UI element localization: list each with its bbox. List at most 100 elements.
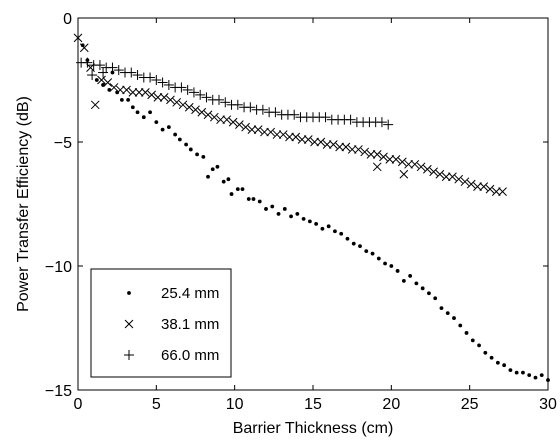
data-point (483, 350, 488, 355)
data-point (399, 169, 409, 179)
data-point (132, 70, 143, 81)
data-point (383, 261, 387, 266)
data-point (452, 316, 456, 320)
data-point (160, 127, 165, 132)
data-point (80, 43, 85, 48)
data-point (397, 157, 407, 167)
legend-label: 25.4 mm (161, 285, 219, 302)
data-point (221, 179, 226, 184)
data-point (358, 244, 362, 249)
x-tick-label: 30 (539, 396, 557, 413)
data-point (370, 251, 375, 256)
data-point (141, 88, 150, 97)
legend-entry: 38.1 mm (124, 316, 219, 333)
data-point (491, 187, 501, 196)
data-point (201, 154, 206, 159)
data-point (291, 132, 301, 142)
data-point (379, 152, 388, 162)
data-point (272, 130, 282, 139)
data-point (228, 117, 238, 127)
data-point (206, 174, 210, 179)
data-point (214, 94, 224, 105)
data-point (345, 114, 356, 125)
data-point (270, 204, 275, 209)
x-tick-label: 15 (304, 396, 322, 413)
x-tick-label: 0 (74, 396, 83, 413)
data-point (502, 363, 507, 368)
data-point (241, 122, 250, 132)
data-point (391, 155, 401, 164)
data-point (251, 197, 256, 201)
data-point (113, 65, 124, 76)
data-point (364, 249, 369, 254)
data-point (489, 355, 494, 360)
data-point (533, 375, 538, 380)
data-point (351, 241, 356, 246)
data-point (366, 150, 376, 159)
data-point (404, 159, 413, 169)
data-point (289, 109, 300, 120)
legend-marker (127, 291, 131, 295)
data-point (197, 107, 207, 117)
data-point (423, 164, 432, 174)
data-point (521, 370, 525, 375)
data-point (295, 212, 300, 216)
data-point (464, 331, 469, 335)
data-point (260, 127, 269, 137)
data-point (329, 140, 338, 149)
data-point (195, 89, 206, 100)
data-point (470, 338, 475, 343)
data-point (458, 323, 463, 328)
data-point (229, 192, 234, 196)
data-point (345, 236, 350, 241)
data-point (172, 97, 182, 107)
data-point (278, 130, 288, 139)
data-point (408, 274, 413, 278)
y-tick-label: −10 (45, 259, 72, 276)
data-point (276, 212, 281, 216)
data-point (410, 159, 420, 169)
data-point (240, 187, 245, 192)
data-point (454, 174, 464, 184)
data-point (148, 110, 152, 115)
y-tick-label: −5 (54, 135, 72, 152)
x-tick-label: 10 (226, 396, 244, 413)
data-point (316, 137, 326, 147)
data-point (201, 92, 212, 103)
data-point (427, 291, 431, 296)
data-point (301, 216, 306, 221)
series-25-4-mm (80, 43, 550, 382)
data-point (232, 99, 243, 110)
data-point (310, 137, 319, 147)
data-point (448, 172, 457, 182)
legend: 25.4 mm 38.1 mm 66.0 mm (90, 268, 232, 378)
series-38-1-mm (73, 33, 507, 196)
legend-entry: 66.0 mm (124, 347, 219, 364)
data-point (445, 311, 450, 316)
data-point (395, 269, 400, 273)
axes: 0 5 10 15 20 25 30 0 −5 −10 −15 Barrier Thickness (… (15, 11, 557, 437)
data-point (266, 127, 276, 137)
data-point (182, 84, 193, 95)
data-point (429, 167, 438, 177)
data-point (372, 150, 382, 159)
data-point (154, 120, 159, 125)
data-point (126, 97, 131, 102)
data-point (333, 229, 337, 234)
data-point (203, 110, 213, 120)
data-point (320, 112, 331, 123)
data-point (485, 184, 495, 194)
data-point (82, 57, 93, 68)
data-point (439, 306, 444, 311)
data-point (479, 182, 489, 191)
x-tick-label: 20 (382, 396, 400, 413)
data-point (151, 75, 162, 85)
data-point (360, 147, 370, 157)
data-point (173, 132, 178, 137)
data-point (435, 169, 445, 179)
data-point (184, 102, 194, 112)
x-axis-label: Barrier Thickness (cm) (233, 420, 394, 437)
data-point (320, 226, 325, 231)
data-point (282, 207, 287, 211)
data-point (130, 105, 135, 110)
